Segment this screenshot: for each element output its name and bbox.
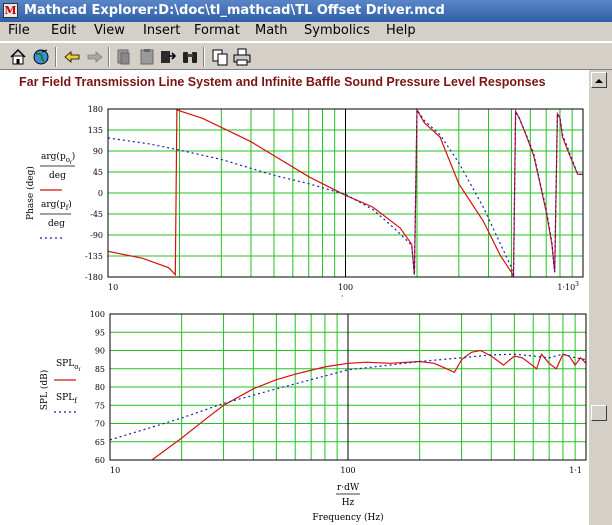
phase-plot-frame (107, 108, 584, 278)
globe-icon[interactable] (31, 47, 51, 67)
document-title: Far Field Transmission Line System and I… (19, 75, 546, 89)
worksheet-area[interactable]: Far Field Transmission Line System and I… (0, 70, 589, 525)
toolbar-separator (203, 47, 205, 67)
menu-edit[interactable]: Edit (51, 23, 77, 38)
phase-plot-grid (108, 109, 583, 277)
y-tick-label: 45 (93, 168, 103, 177)
y-tick-label: 90 (95, 347, 105, 356)
spl-plot-series (109, 349, 587, 461)
paste-special-icon[interactable] (158, 47, 178, 67)
y-tick-label: 95 (95, 328, 105, 337)
y-tick-label: 85 (95, 365, 105, 374)
paste-document-icon[interactable] (137, 47, 157, 67)
phase-plot[interactable]: 180 135 90 45 0 -45 -90 -135 -180 10 100 1·103 Phas… (0, 70, 589, 300)
y-tick-label: -90 (90, 231, 103, 240)
print-icon[interactable] (232, 47, 252, 67)
y-tick-label: 75 (95, 401, 105, 410)
x-tick-label: 1·1 (569, 466, 582, 475)
series-red-line (151, 349, 587, 461)
svg-text:Hz: Hz (342, 498, 355, 508)
toolbar-separator (55, 47, 57, 67)
menu-format[interactable]: Format (194, 23, 240, 38)
scroll-thumb[interactable] (591, 405, 607, 421)
series-red-line (107, 107, 583, 278)
chevron-up-icon (595, 79, 603, 83)
x-tick-label: 100 (340, 466, 355, 475)
y-tick-label: 100 (90, 310, 105, 319)
phase-legend-expr-2-num: arg(pf) (41, 199, 72, 212)
menu-help[interactable]: Help (386, 23, 416, 38)
spl-plot[interactable]: 100 95 90 85 80 75 70 65 60 10 100 1·1 SPL (dB) SPL… (0, 300, 589, 525)
svg-text:SPLf: SPLf (56, 393, 78, 405)
y-tick-label: 70 (95, 420, 105, 429)
phase-legend-expr-2: arg(pf) deg (40, 199, 72, 239)
spl-plot-frame (109, 313, 587, 461)
menu-view[interactable]: View (94, 23, 125, 38)
y-tick-label: 60 (95, 456, 105, 465)
spl-plot-grid (110, 314, 586, 460)
find-binoculars-icon[interactable] (180, 47, 200, 67)
home-icon[interactable] (8, 47, 28, 67)
phase-plot-series (107, 107, 583, 278)
y-tick-label: 180 (88, 105, 103, 114)
vertical-scrollbar[interactable] (589, 70, 612, 525)
phase-legend-expr-2-den: deg (48, 219, 65, 229)
y-tick-label: 80 (95, 383, 105, 392)
spl-ylabel: SPL (dB) (39, 370, 50, 410)
phase-plot-tick-labels: 180 135 90 45 0 -45 -90 -135 -180 10 100 1·103 (85, 105, 579, 292)
toolbar (0, 42, 612, 70)
phase-xlabel-dot: · (341, 292, 344, 300)
phase-legend-expr-1-num: arg(pof) (41, 151, 75, 166)
x-tick-label: 100 (338, 283, 353, 292)
spl-legend-expr-1: SPLof (54, 359, 81, 381)
y-tick-label: -45 (90, 210, 103, 219)
scroll-up-button[interactable] (591, 72, 607, 88)
toolbar-separator (108, 47, 110, 67)
x-tick-label: 10 (110, 466, 120, 475)
y-tick-label: -180 (85, 273, 103, 282)
menu-insert[interactable]: Insert (143, 23, 181, 38)
forward-arrow-icon[interactable] (85, 47, 105, 67)
menu-file[interactable]: File (8, 23, 30, 38)
phase-ylabel: Phase (deg) (25, 166, 36, 220)
menu-math[interactable]: Math (255, 23, 288, 38)
x-tick-label: 10 (108, 283, 118, 292)
y-tick-label: 65 (95, 438, 105, 447)
spl-plot-tick-labels: 100 95 90 85 80 75 70 65 60 10 100 1·1 (90, 310, 582, 475)
menu-symbolics[interactable]: Symbolics (304, 23, 370, 38)
menu-bar: File Edit View Insert Format Math Symbol… (0, 22, 612, 42)
y-tick-label: 135 (88, 126, 103, 135)
spl-xlabel: Frequency (Hz) (312, 512, 383, 523)
back-arrow-icon[interactable] (62, 47, 82, 67)
y-tick-label: 0 (98, 189, 103, 198)
window-title: Mathcad Explorer:D:\doc\tl_mathcad\TL Of… (24, 3, 445, 18)
mathcad-app-icon[interactable]: M (3, 3, 18, 18)
phase-legend-expr-1-den: deg (49, 171, 66, 181)
series-blue-dotted-line (107, 108, 583, 278)
copy-document-icon[interactable] (114, 47, 134, 67)
series-blue-dotted-line (109, 353, 587, 441)
y-tick-label: -135 (85, 252, 103, 261)
svg-text:r·dW: r·dW (337, 483, 360, 493)
y-tick-label: 90 (93, 147, 103, 156)
copy-icon[interactable] (210, 47, 230, 67)
spl-legend-expr-2: SPLf (54, 393, 78, 413)
window-titlebar[interactable]: M Mathcad Explorer:D:\doc\tl_mathcad\TL … (0, 0, 612, 22)
svg-text:SPLof: SPLof (56, 359, 81, 373)
spl-x-expression: r·dW Hz Frequency (Hz) (312, 483, 383, 523)
phase-legend-expr-1: arg(pof) deg (40, 151, 75, 191)
x-tick-label: 1·103 (557, 281, 579, 292)
